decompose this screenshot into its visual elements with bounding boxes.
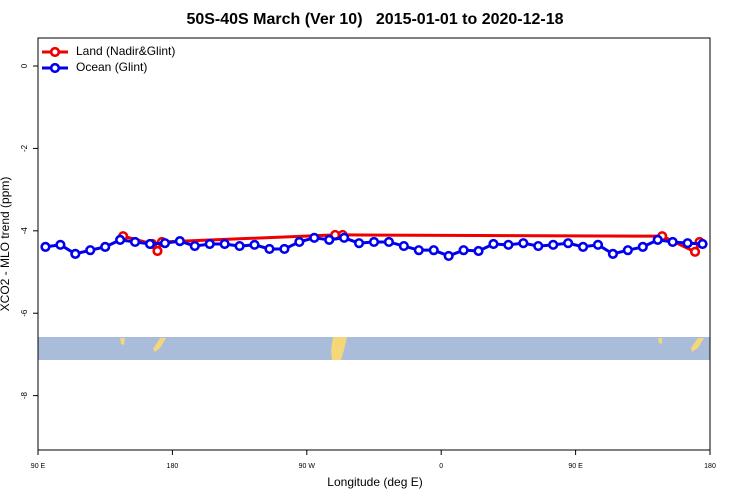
point (249, 239, 260, 250)
point (129, 236, 141, 248)
y-tick-label: 0 (20, 63, 29, 68)
land-patch (153, 338, 166, 352)
point (115, 234, 126, 245)
point (458, 245, 469, 256)
point (667, 236, 678, 248)
point (488, 238, 499, 250)
point (637, 241, 648, 252)
point (324, 234, 335, 245)
legend-label: Ocean (Glint) (76, 60, 147, 74)
land-patch (331, 337, 347, 360)
land-patch (658, 338, 662, 344)
y-axis-label: XCO2 - MLO trend (ppm) (0, 177, 12, 312)
point (697, 238, 708, 250)
y-tick-label: -4 (20, 227, 29, 235)
y-tick-label: -8 (20, 392, 29, 400)
point (503, 239, 514, 250)
point (70, 248, 81, 259)
point (264, 243, 275, 255)
legend-marker (49, 46, 61, 58)
point (383, 236, 395, 248)
land-patch (120, 338, 125, 345)
x-tick-label: 90 E (568, 463, 583, 470)
point (339, 232, 350, 243)
x-tick-label: 180 (167, 463, 179, 470)
point (234, 240, 245, 252)
x-tick-label: 90 W (299, 463, 316, 470)
map-strip (38, 337, 710, 360)
point (592, 239, 604, 250)
legend-marker (49, 62, 61, 74)
point (353, 238, 365, 249)
legend-label: Land (Nadir&Glint) (76, 44, 175, 58)
point (473, 245, 484, 257)
x-axis-label: Longitude (deg E) (327, 475, 422, 489)
point (398, 240, 409, 252)
point (607, 248, 619, 259)
point (428, 245, 439, 256)
point (40, 241, 51, 252)
point (279, 243, 290, 255)
point (548, 239, 559, 250)
point (152, 245, 163, 257)
point (689, 246, 701, 257)
ocean-band (38, 337, 710, 360)
x-tick-label: 0 (439, 463, 443, 470)
point (204, 238, 215, 250)
point (100, 241, 111, 252)
land-patch (691, 338, 704, 352)
chart-title: 50S-40S March (Ver 10) 2015-01-01 to 202… (186, 11, 563, 28)
point (682, 238, 693, 249)
point (652, 234, 663, 245)
point (294, 236, 305, 248)
point (533, 240, 544, 252)
y-tick-label: -6 (20, 309, 29, 317)
point (189, 240, 200, 252)
point (518, 238, 529, 249)
point (55, 239, 66, 250)
point (563, 238, 574, 249)
point (622, 245, 633, 256)
point (144, 238, 156, 250)
point (413, 245, 424, 256)
point (368, 236, 380, 248)
point (443, 250, 454, 262)
point (159, 238, 171, 249)
point (174, 236, 185, 247)
plot-frame (37, 37, 711, 451)
point (85, 245, 96, 256)
point (219, 238, 230, 250)
y-tick-label: -2 (20, 144, 29, 152)
x-tick-label: 90 E (31, 463, 46, 470)
x-tick-label: 180 (704, 463, 716, 470)
point (577, 241, 589, 252)
point (309, 232, 320, 243)
